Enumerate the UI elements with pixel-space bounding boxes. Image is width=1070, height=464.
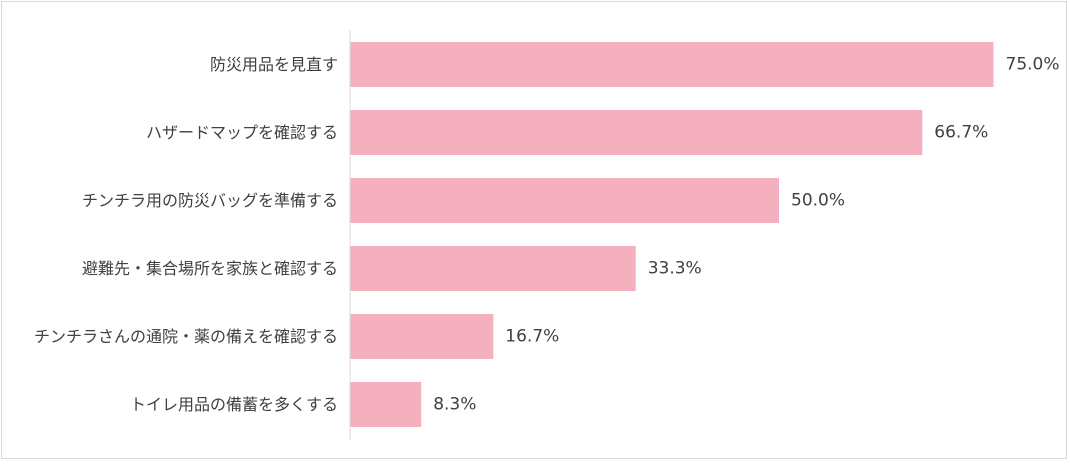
value-label-1: 75.0%	[1006, 55, 1060, 75]
value-label-5: 16.7%	[505, 327, 559, 347]
value-label-6: 8.3%	[433, 395, 476, 415]
bar-5	[350, 314, 494, 359]
value-label-2: 66.7%	[934, 123, 988, 143]
bar-4	[350, 246, 636, 291]
value-label-3: 50.0%	[791, 191, 845, 211]
bars-group	[350, 42, 994, 427]
category-labels-group: 防災用品を見直すハザードマップを確認するチンチラ用の防災バッグを準備する避難先・…	[34, 55, 338, 414]
bar-6	[350, 382, 422, 427]
category-label-5: チンチラさんの通院・薬の備えを確認する	[34, 327, 338, 346]
category-label-1: 防災用品を見直す	[210, 55, 338, 74]
bar-2	[350, 110, 923, 155]
category-label-3: チンチラ用の防災バッグを準備する	[82, 191, 338, 210]
bar-3	[350, 178, 779, 223]
value-labels-group: 75.0% 66.7% 50.0% 33.3% 16.7% 8.3%	[433, 55, 1059, 415]
category-label-2: ハザードマップを確認する	[146, 123, 338, 142]
bar-1	[350, 42, 994, 87]
value-label-4: 33.3%	[648, 259, 702, 279]
category-label-6: トイレ用品の備蓄を多くする	[130, 395, 338, 414]
category-label-4: 避難先・集合場所を家族と確認する	[82, 259, 338, 278]
